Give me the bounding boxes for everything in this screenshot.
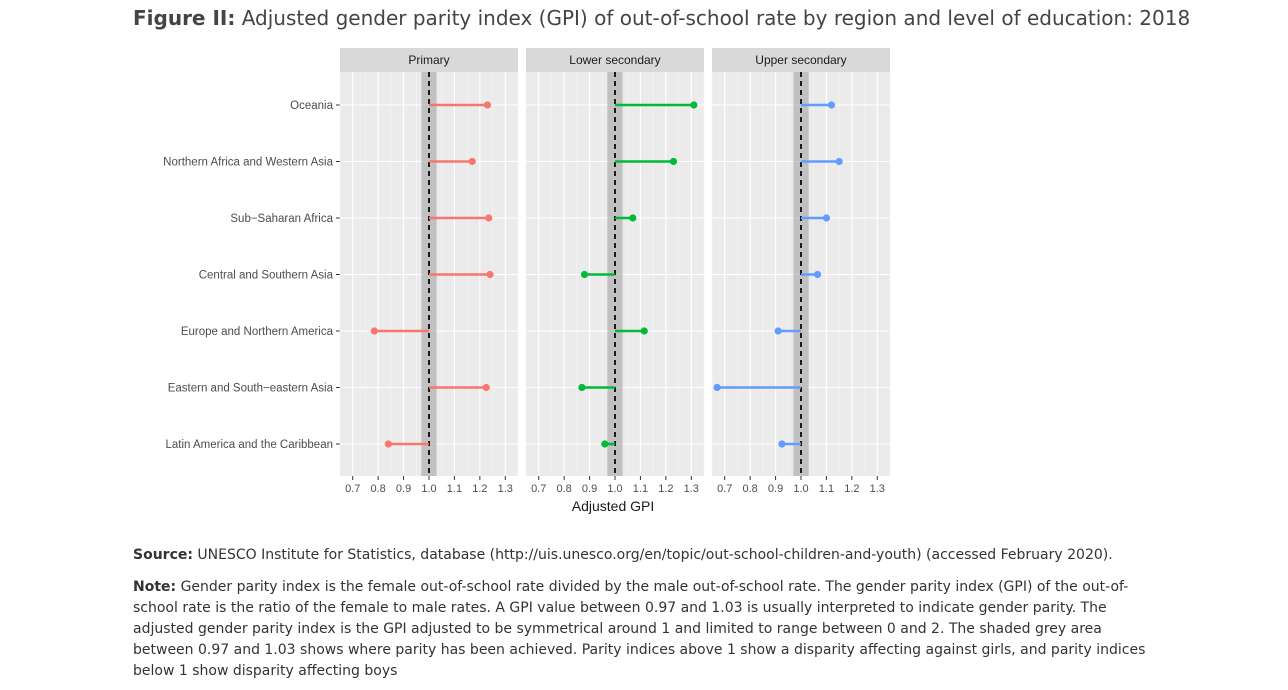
data-point: [640, 327, 648, 335]
data-point: [578, 383, 586, 392]
x-tick-label: 0.9: [582, 483, 597, 495]
panel-lower-secondary: Lower secondary 0.7 0.8 0.9 1.0 1.1 1.2 1.3: [525, 48, 705, 495]
data-point: [778, 440, 786, 448]
panel-strip: [340, 48, 518, 72]
source-label: Source:: [133, 547, 193, 563]
x-tick-label: 1.1: [447, 483, 462, 495]
x-tick-label: 0.7: [531, 483, 546, 495]
figure-title: Figure II: Adjusted gender parity index …: [133, 6, 1273, 30]
panel-strip-label: Upper secondary: [755, 53, 846, 67]
data-point: [669, 157, 678, 166]
x-tick-label: 1.2: [658, 483, 673, 495]
data-point: [468, 157, 476, 166]
data-point: [485, 214, 493, 222]
data-point: [482, 383, 490, 392]
x-tick-label: 0.7: [345, 483, 360, 495]
panel-primary: Primary 0.7 0.8 0.9 1.0 1.1 1.2 1.3: [339, 48, 519, 495]
data-point: [827, 101, 836, 109]
category-label: Latin America and the Caribbean: [166, 439, 334, 451]
panel-upper-secondary: Upper secondary 0.7 0.8 0.9 1.0 1.1 1.2 1.3: [711, 48, 891, 495]
x-tick-label: 0.8: [370, 483, 385, 495]
source-text: UNESCO Institute for Statistics, databas…: [197, 547, 1113, 563]
data-point: [629, 214, 637, 222]
data-point: [384, 440, 392, 448]
x-tick-label: 0.9: [396, 483, 411, 495]
x-axis-title: Adjusted GPI: [572, 498, 655, 514]
data-point: [370, 327, 378, 335]
note-text: Gender parity index is the female out-of…: [133, 579, 1146, 679]
data-point: [822, 214, 831, 222]
note-label: Note:: [133, 579, 177, 595]
category-label: Oceania: [290, 100, 333, 112]
chart-note: Note: Gender parity index is the female …: [133, 577, 1158, 682]
x-tick-label: 1.3: [498, 483, 513, 495]
panel-strip: [712, 48, 890, 72]
x-tick-label: 1.1: [633, 483, 648, 495]
x-tick-label: 1.0: [793, 483, 808, 495]
x-tick-label: 1.1: [819, 483, 834, 495]
x-tick-label: 1.2: [472, 483, 487, 495]
data-point: [486, 270, 494, 279]
data-point: [813, 270, 822, 279]
data-point: [580, 270, 589, 279]
x-tick-label: 0.8: [742, 483, 757, 495]
figure-title-text: Adjusted gender parity index (GPI) of ou…: [241, 6, 1191, 30]
figure-title-prefix: Figure II:: [133, 6, 236, 30]
category-label: Europe and Northern America: [181, 326, 334, 338]
data-point: [483, 101, 492, 109]
x-tick-label: 0.9: [768, 483, 783, 495]
lollipop-chart: Oceania Northern Africa and Western Asia S…: [163, 48, 891, 514]
data-point: [601, 440, 609, 448]
x-tick-label: 1.3: [684, 483, 699, 495]
x-tick-label: 1.0: [421, 483, 436, 495]
data-point: [774, 327, 782, 335]
x-tick-label: 0.7: [717, 483, 732, 495]
data-point: [690, 101, 698, 109]
panel-strip: [526, 48, 704, 72]
panel-strip-label: Lower secondary: [569, 53, 660, 67]
category-label: Eastern and South−eastern Asia: [168, 383, 334, 395]
category-label: Central and Southern Asia: [199, 270, 334, 282]
source-note: Source: UNESCO Institute for Statistics,…: [133, 545, 1158, 566]
category-label: Northern Africa and Western Asia: [163, 157, 333, 169]
data-point: [835, 157, 843, 166]
x-tick-label: 0.8: [556, 483, 571, 495]
x-tick-label: 1.0: [607, 483, 622, 495]
category-label: Sub−Saharan Africa: [230, 213, 333, 225]
x-tick-label: 1.2: [844, 483, 859, 495]
x-tick-label: 1.3: [870, 483, 885, 495]
panel-strip-label: Primary: [408, 53, 449, 67]
data-point: [713, 383, 721, 392]
